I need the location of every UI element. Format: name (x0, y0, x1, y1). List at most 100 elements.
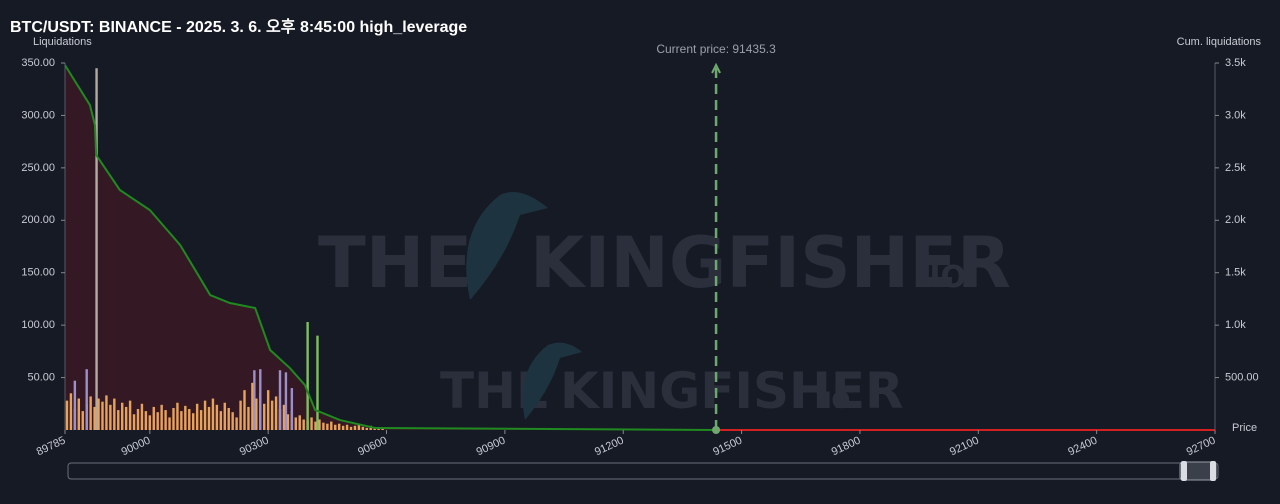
bar (65, 400, 69, 430)
bar (251, 382, 254, 430)
y2-axis-label: Cum. liquidations (1177, 36, 1262, 48)
bar (188, 409, 191, 430)
x-axis-label: Price (1232, 422, 1257, 434)
bar (361, 426, 365, 430)
y2-tick-label: 500.00 (1225, 371, 1259, 383)
watermark-bird (466, 191, 548, 300)
bar (199, 410, 203, 430)
bar (373, 427, 376, 430)
bar (223, 402, 226, 430)
bar (93, 406, 96, 430)
bar (282, 404, 286, 430)
bar (231, 412, 234, 430)
bar (81, 411, 84, 430)
bar (253, 370, 256, 430)
bar (180, 411, 183, 430)
bar (168, 417, 171, 430)
bar (144, 411, 148, 430)
scrollbar-track[interactable] (67, 462, 1219, 480)
bar (353, 425, 357, 430)
watermark-text: KINGFISHER (530, 222, 1011, 304)
bar (73, 380, 77, 430)
bar (322, 422, 325, 430)
bar (337, 423, 341, 430)
current-price-arrow (711, 62, 721, 74)
bar (219, 411, 223, 430)
bar (140, 403, 144, 430)
bar (164, 410, 167, 430)
bar (215, 404, 219, 430)
bar (259, 369, 262, 430)
y2-tick-label: 3.0k (1225, 109, 1246, 121)
bar (101, 401, 104, 430)
plot-area (64, 62, 1215, 434)
bar (195, 403, 199, 430)
bar (284, 372, 288, 430)
y-tick-label: 350.00 (21, 57, 55, 69)
bar (318, 419, 321, 430)
y-tick-label: 150.00 (21, 267, 55, 279)
bar (274, 396, 278, 430)
bar (203, 400, 207, 430)
bar (227, 407, 230, 430)
bar (341, 425, 345, 430)
y2-tick-label: 3.5k (1225, 57, 1246, 69)
bar (314, 421, 317, 430)
scrollbar-grip[interactable] (1181, 461, 1187, 481)
y2-tick-label: 1.0k (1225, 319, 1246, 331)
bar (235, 417, 238, 430)
bar (310, 417, 313, 430)
bar (211, 398, 215, 430)
bar (105, 395, 108, 430)
bar (152, 406, 155, 430)
bar (69, 393, 73, 430)
line (64, 64, 717, 431)
bar (278, 370, 282, 430)
bar (306, 321, 309, 430)
bar (77, 398, 81, 430)
y-tick-label: 100.00 (21, 319, 55, 331)
watermark-text: .IO (918, 260, 966, 295)
bar (302, 419, 305, 430)
bar (294, 417, 297, 430)
chart-title: BTC/USDT: BINANCE - 2025. 3. 6. 오후 8:45:… (10, 17, 467, 36)
bar (160, 404, 163, 430)
bar (266, 390, 270, 430)
watermark-text: KINGFISHER (560, 362, 904, 420)
bar (326, 423, 329, 430)
y-axis-label: Liquidations (33, 36, 92, 48)
y-tick-label: 200.00 (21, 214, 55, 226)
bar (95, 68, 98, 430)
bar (270, 400, 274, 430)
bar (286, 414, 290, 430)
area (65, 65, 717, 431)
scrollbar[interactable] (67, 461, 1219, 481)
current-price-dot (712, 426, 721, 434)
bar (89, 396, 92, 430)
bar (97, 398, 100, 430)
y2-tick-label: 1.5k (1225, 267, 1246, 279)
bar (121, 402, 124, 430)
bar (290, 388, 294, 430)
bar (136, 409, 140, 430)
watermark: THE KINGFISHER .IO THE KINGFISHER .IO (318, 191, 1011, 420)
bar (148, 415, 152, 430)
bar (357, 423, 361, 430)
bar (316, 335, 319, 430)
bar (298, 415, 301, 430)
y-tick-label: 250.00 (21, 162, 55, 174)
y2-tick-label: 2.5k (1225, 162, 1246, 174)
bar (243, 390, 246, 430)
bar (176, 402, 179, 430)
current-price-label: Current price: 91435.3 (656, 42, 776, 56)
watermark-text: THE (318, 222, 472, 304)
bar (128, 400, 132, 430)
bar (255, 398, 258, 430)
bar (192, 413, 195, 430)
bar (365, 427, 369, 430)
scrollbar-grip[interactable] (1210, 461, 1216, 481)
bar (345, 424, 349, 430)
y-tick-label: 300.00 (21, 109, 55, 121)
bar (156, 412, 159, 430)
watermark-bird (522, 342, 582, 420)
